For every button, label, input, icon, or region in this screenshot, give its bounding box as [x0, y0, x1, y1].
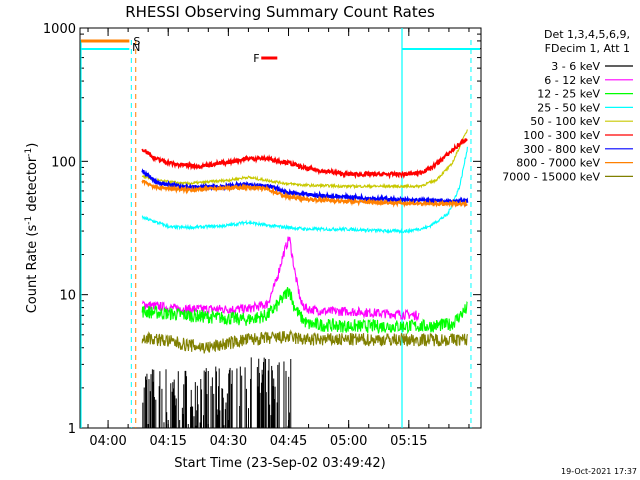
markers-layer	[80, 28, 472, 428]
x-tick-label: 04:15	[149, 434, 186, 449]
night-flag-label: N	[132, 41, 140, 54]
x-tick-label: 05:00	[330, 434, 367, 449]
x-tick-label: 04:30	[210, 434, 247, 449]
y-axis-label: Count Rate (s-1 detector-1)	[24, 143, 40, 314]
x-axis-label: Start Time (23-Sep-02 03:49:42)	[174, 456, 385, 471]
series-7000-15000-kev	[141, 329, 468, 354]
x-tick-label: 05:15	[390, 434, 427, 449]
flare-flag-label: F	[253, 52, 259, 65]
series-6-12-kev	[141, 236, 420, 322]
y-tick-label: 1000	[43, 22, 76, 37]
annotations-layer: SN F	[81, 35, 480, 65]
y-axis-label-part2: detector	[25, 156, 40, 216]
plot-border	[79, 27, 482, 429]
plot-frame	[79, 27, 482, 429]
legend-label-12-25-kev: 12 - 25 keV	[537, 88, 600, 101]
legend-label-25-50-kev: 25 - 50 keV	[537, 101, 600, 114]
series-25-50-kev	[141, 146, 468, 235]
y-tick-label: 10	[59, 289, 76, 304]
legend-header-line2: FDecim 1, Att 1	[545, 42, 630, 55]
ticks-layer: 1 10 100 1000 04:00 04:15 04:30 04:45 05:00 05:15	[43, 22, 481, 449]
legend-header-line1: Det 1,3,4,5,6,9,	[544, 28, 630, 41]
legend-label-300-800-kev: 300 - 800 keV	[523, 143, 600, 156]
saa-flag-label: S	[133, 35, 140, 48]
legend-label-6-12-kev: 6 - 12 keV	[544, 74, 600, 87]
series-layer	[141, 129, 469, 428]
footer-date: 19-Oct-2021 17:37	[561, 467, 637, 476]
y-tick-label: 100	[51, 155, 76, 170]
series-50-100-kev	[141, 129, 468, 190]
x-tick-label: 04:45	[270, 434, 307, 449]
y-axis-label-sup2: -1	[24, 148, 34, 157]
legend-label-50-100-kev: 50 - 100 keV	[530, 115, 600, 128]
legend-label-800-7000-kev: 800 - 7000 keV	[516, 157, 600, 170]
series-12-25-kev	[141, 287, 468, 335]
y-axis-label-sup1: -1	[24, 216, 34, 225]
legend-label-100-300-kev: 100 - 300 keV	[523, 129, 600, 142]
legend-label-3-6-kev: 3 - 6 keV	[551, 60, 600, 73]
series-100-300-kev	[141, 138, 468, 180]
y-axis-label-part1: Count Rate (s	[25, 225, 40, 314]
legend-label-7000-15000-kev: 7000 - 15000 keV	[502, 170, 600, 183]
chart-title: RHESSI Observing Summary Count Rates	[125, 3, 435, 21]
y-axis-label-part3: )	[25, 143, 40, 148]
legend: Det 1,3,4,5,6,9, FDecim 1, Att 1 3 - 6 k…	[502, 28, 633, 183]
x-tick-label: 04:00	[89, 434, 126, 449]
series-800-7000-kev	[141, 179, 468, 209]
series-3-6-kev	[142, 357, 292, 428]
y-tick-label: 1	[68, 422, 76, 437]
